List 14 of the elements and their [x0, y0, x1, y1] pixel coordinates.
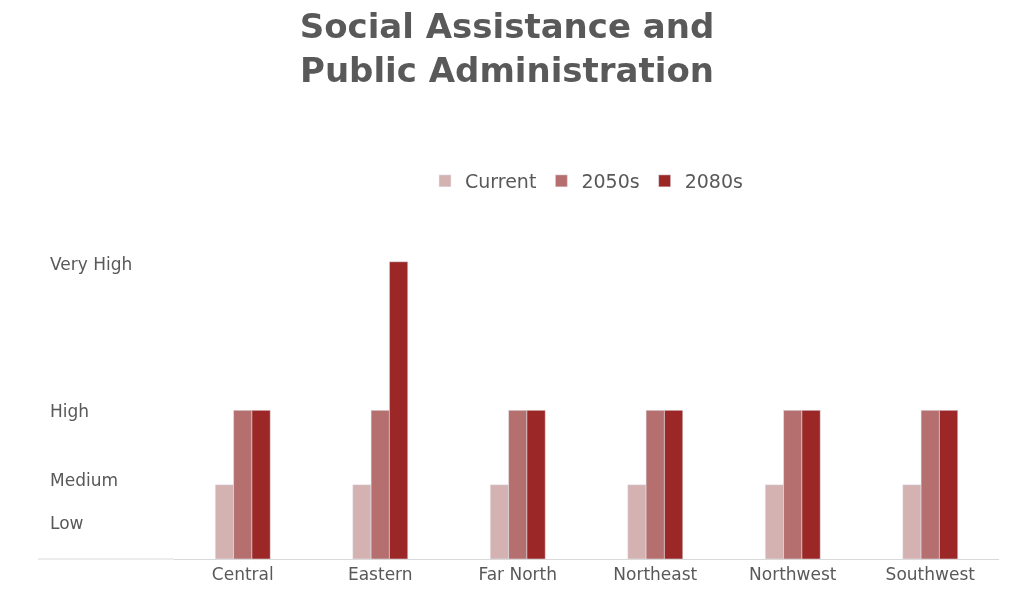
x-tick-label: Central [211, 564, 274, 585]
legend-label: 2080s [684, 170, 743, 193]
text: Low [50, 513, 84, 533]
text: High [50, 401, 90, 421]
chart-title: Social Assistance and Public Administration [299, 6, 715, 91]
x-tick-label: Far North [478, 564, 558, 585]
x-tick-label: Eastern [347, 564, 413, 585]
x-tick-label: Southwest [885, 564, 976, 585]
legend-label: Current [465, 170, 537, 193]
text: Very High [50, 254, 133, 274]
x-tick-label: Northeast [613, 564, 698, 585]
text: Medium [50, 470, 118, 490]
legend-label: 2050s [581, 170, 640, 193]
x-tick-label: Northwest [749, 564, 837, 585]
